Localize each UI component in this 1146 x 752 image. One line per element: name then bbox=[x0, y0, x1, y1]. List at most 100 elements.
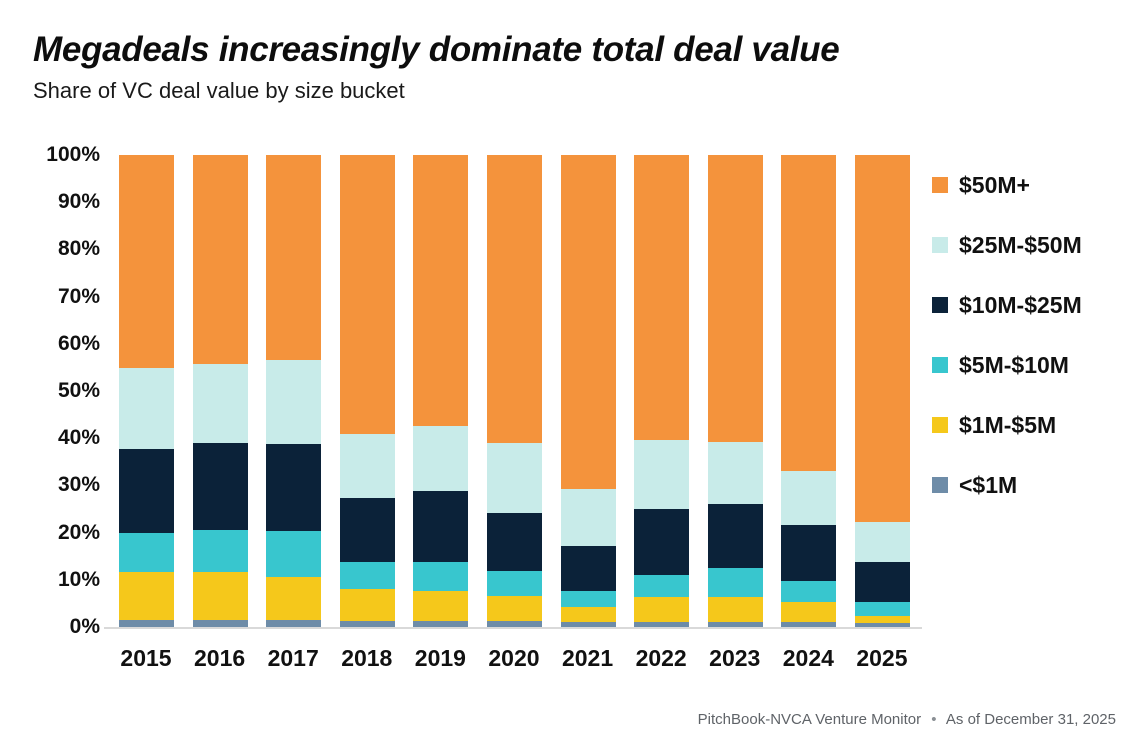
bar-segment[interactable] bbox=[413, 591, 469, 621]
bar-segment[interactable] bbox=[560, 591, 616, 608]
legend-swatch-icon bbox=[932, 297, 948, 313]
bar-segment[interactable] bbox=[634, 155, 690, 440]
bar-segment[interactable] bbox=[781, 470, 837, 526]
bar-stack bbox=[339, 155, 395, 627]
bar-segment[interactable] bbox=[854, 522, 910, 563]
bar-segment[interactable] bbox=[192, 529, 248, 572]
y-axis-tick: 90% bbox=[57, 190, 100, 214]
x-axis-tick: 2022 bbox=[635, 645, 687, 671]
bar-segment[interactable] bbox=[707, 155, 763, 442]
bar-segment[interactable] bbox=[339, 620, 395, 627]
bar-segment[interactable] bbox=[413, 561, 469, 592]
legend-item[interactable]: $25M-$50M bbox=[932, 215, 1142, 275]
bar-segment[interactable] bbox=[266, 360, 322, 444]
legend-item[interactable]: $1M-$5M bbox=[932, 395, 1142, 455]
bar-segment[interactable] bbox=[119, 155, 174, 368]
bar-segment[interactable] bbox=[119, 571, 174, 620]
bar-segment[interactable] bbox=[486, 442, 542, 513]
bar-segment[interactable] bbox=[413, 155, 469, 426]
bar-segment[interactable] bbox=[560, 621, 616, 627]
legend-item[interactable]: $10M-$25M bbox=[932, 275, 1142, 335]
bar-segment[interactable] bbox=[486, 570, 542, 596]
bar-segment[interactable] bbox=[854, 602, 910, 616]
bar-segment[interactable] bbox=[119, 367, 174, 450]
bar-segment[interactable] bbox=[781, 155, 837, 471]
x-axis-tick: 2021 bbox=[561, 645, 614, 671]
bar-segment[interactable] bbox=[634, 596, 690, 623]
bar-segment[interactable] bbox=[781, 525, 837, 581]
bar-segment[interactable] bbox=[854, 155, 910, 523]
legend-label: $50M+ bbox=[959, 171, 1030, 198]
bar-column-2016[interactable] bbox=[184, 155, 256, 627]
bar-segment[interactable] bbox=[781, 602, 837, 623]
bar-segment[interactable] bbox=[266, 576, 322, 620]
bar-segment[interactable] bbox=[339, 561, 395, 589]
x-axis-tick: 2016 bbox=[194, 645, 246, 671]
bar-segment[interactable] bbox=[634, 439, 690, 510]
bar-segment[interactable] bbox=[192, 442, 248, 530]
bar-segment[interactable] bbox=[266, 619, 322, 627]
bar-segment[interactable] bbox=[192, 571, 248, 620]
bar-stack bbox=[119, 155, 174, 627]
bar-segment[interactable] bbox=[560, 155, 616, 490]
bar-segment[interactable] bbox=[119, 532, 174, 572]
bar-segment[interactable] bbox=[854, 622, 910, 627]
bar-column-2022[interactable] bbox=[625, 155, 697, 627]
bar-segment[interactable] bbox=[339, 498, 395, 562]
bar-segment[interactable] bbox=[781, 580, 837, 603]
bar-segment[interactable] bbox=[486, 155, 542, 443]
bar-segment[interactable] bbox=[634, 574, 690, 597]
bar-segment[interactable] bbox=[486, 595, 542, 622]
bar-segment[interactable] bbox=[339, 433, 395, 499]
bar-column-2018[interactable] bbox=[331, 155, 403, 627]
bar-stack bbox=[781, 155, 837, 627]
bar-segment[interactable] bbox=[413, 620, 469, 627]
bar-segment[interactable] bbox=[707, 597, 763, 623]
bar-segment[interactable] bbox=[854, 562, 910, 603]
bar-segment[interactable] bbox=[707, 622, 763, 627]
bar-segment[interactable] bbox=[707, 567, 763, 598]
legend-item[interactable]: $50M+ bbox=[932, 155, 1142, 215]
bar-segment[interactable] bbox=[560, 545, 616, 592]
bar-segment[interactable] bbox=[119, 449, 174, 533]
bar-segment[interactable] bbox=[266, 155, 322, 361]
bar-segment[interactable] bbox=[413, 491, 469, 562]
x-axis-tick: 2023 bbox=[709, 645, 761, 671]
bar-segment[interactable] bbox=[192, 364, 248, 443]
bar-segment[interactable] bbox=[854, 615, 910, 623]
bar-segment[interactable] bbox=[339, 155, 395, 434]
bar-column-2017[interactable] bbox=[257, 155, 329, 627]
bar-segment[interactable] bbox=[707, 503, 763, 568]
footer-separator: • bbox=[931, 711, 937, 728]
x-axis-tick: 2024 bbox=[782, 645, 834, 671]
bar-segment[interactable] bbox=[560, 489, 616, 546]
bar-segment[interactable] bbox=[119, 619, 174, 627]
bar-segment[interactable] bbox=[560, 607, 616, 622]
legend-item[interactable]: $5M-$10M bbox=[932, 335, 1142, 395]
bar-segment[interactable] bbox=[781, 622, 837, 627]
y-axis-tick: 0% bbox=[69, 615, 100, 638]
bar-segment[interactable] bbox=[707, 441, 763, 504]
legend-swatch-icon bbox=[932, 357, 948, 373]
bar-segment[interactable] bbox=[413, 425, 469, 492]
bar-column-2024[interactable] bbox=[772, 155, 844, 627]
legend-item[interactable]: <$1M bbox=[932, 455, 1142, 515]
bar-segment[interactable] bbox=[192, 155, 248, 365]
bar-column-2019[interactable] bbox=[404, 155, 476, 627]
bar-column-2020[interactable] bbox=[478, 155, 550, 627]
bar-segment[interactable] bbox=[634, 509, 690, 575]
bar-segment[interactable] bbox=[266, 531, 322, 577]
legend-label: $5M-$10M bbox=[959, 351, 1069, 378]
y-axis-tick: 100% bbox=[46, 143, 100, 166]
bar-segment[interactable] bbox=[266, 443, 322, 532]
bar-column-2023[interactable] bbox=[699, 155, 771, 627]
bar-segment[interactable] bbox=[339, 588, 395, 621]
bar-segment[interactable] bbox=[634, 622, 690, 627]
bar-segment[interactable] bbox=[192, 619, 248, 627]
bar-column-2025[interactable] bbox=[846, 155, 918, 627]
bar-column-2015[interactable] bbox=[110, 155, 182, 627]
bar-column-2021[interactable] bbox=[552, 155, 624, 627]
bar-segment[interactable] bbox=[486, 621, 542, 627]
bar-segment[interactable] bbox=[486, 512, 542, 571]
